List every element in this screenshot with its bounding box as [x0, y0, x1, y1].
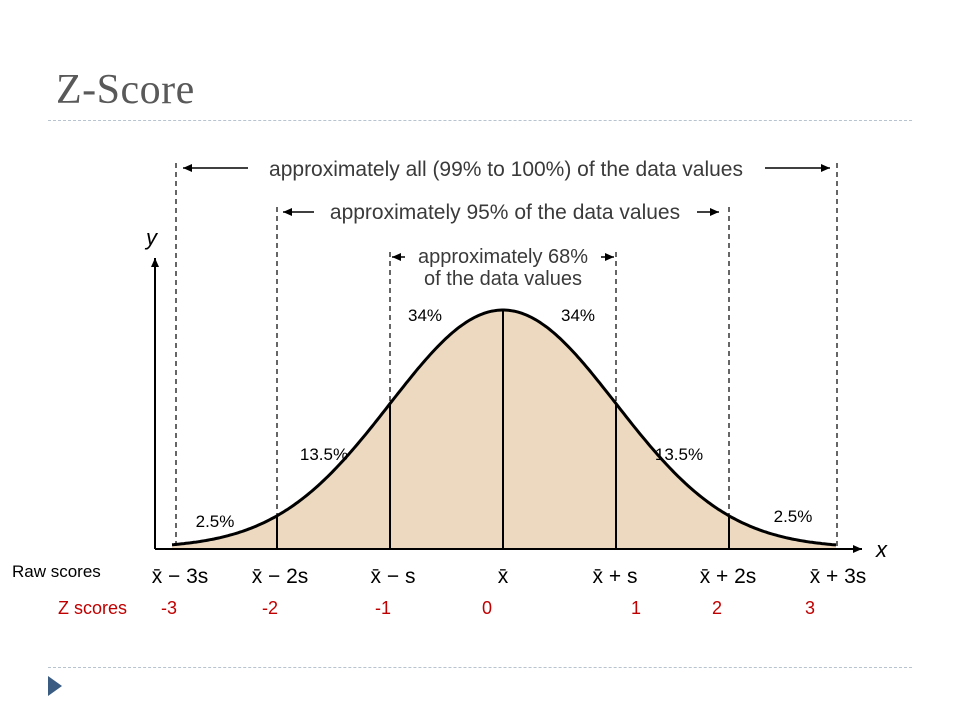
- z-score-tick-label: 3: [805, 598, 815, 618]
- sd-dividers: [276, 310, 730, 548]
- y-axis-label: y: [144, 225, 159, 250]
- range-dashed-lines: [175, 163, 838, 548]
- z-score-tick-label: -3: [161, 598, 177, 618]
- normal-curve: [171, 308, 837, 547]
- raw-score-ticks: x̄ − 3s x̄ − 2s x̄ − s x̄ x̄ + s x̄ + 2s x̄ + …: [152, 565, 867, 588]
- z-score-tick-label: 2: [712, 598, 722, 618]
- percent-label-2-right: 2.5%: [774, 507, 813, 526]
- raw-score-tick-label: x̄ − 3s: [152, 565, 209, 588]
- z-score-ticks: -3 -2 -1 0 1 2 3: [161, 598, 815, 618]
- raw-score-tick-label: x̄ − 2s: [252, 565, 309, 588]
- z-score-tick-label: 1: [631, 598, 641, 618]
- range-68-label-line2: of the data values: [424, 268, 582, 290]
- percent-label-13-left: 13.5%: [300, 445, 348, 464]
- range-all-label: approximately all (99% to 100%) of the d…: [269, 158, 743, 181]
- percent-label-34-right: 34%: [561, 306, 595, 325]
- raw-scores-label: Raw scores: [12, 562, 101, 581]
- z-scores-label: Z scores: [58, 598, 127, 618]
- x-axis-label: x: [875, 537, 888, 562]
- footer-divider: [48, 667, 912, 668]
- percent-label-13-right: 13.5%: [655, 445, 703, 464]
- normal-distribution-figure: y x approximately all (99% to 100%) of t…: [12, 158, 888, 618]
- raw-score-tick-label: x̄ + 3s: [810, 565, 867, 588]
- raw-score-tick-label: x̄ + 2s: [700, 565, 757, 588]
- bullet-triangle-icon: [48, 676, 62, 696]
- raw-score-tick-label: x̄ + s: [593, 565, 638, 588]
- raw-score-tick-label: x̄ − s: [371, 565, 416, 588]
- z-score-tick-label: -1: [375, 598, 391, 618]
- slide-title: Z-Score: [56, 67, 195, 113]
- percent-label-34-left: 34%: [408, 306, 442, 325]
- z-score-tick-label: -2: [262, 598, 278, 618]
- title-divider: [48, 120, 912, 121]
- raw-score-tick-label: x̄: [498, 565, 509, 588]
- range-95-label: approximately 95% of the data values: [330, 201, 680, 224]
- percent-label-2-left: 2.5%: [196, 512, 235, 531]
- range-68-label-line1: approximately 68%: [418, 246, 588, 268]
- z-score-tick-label: 0: [482, 598, 492, 618]
